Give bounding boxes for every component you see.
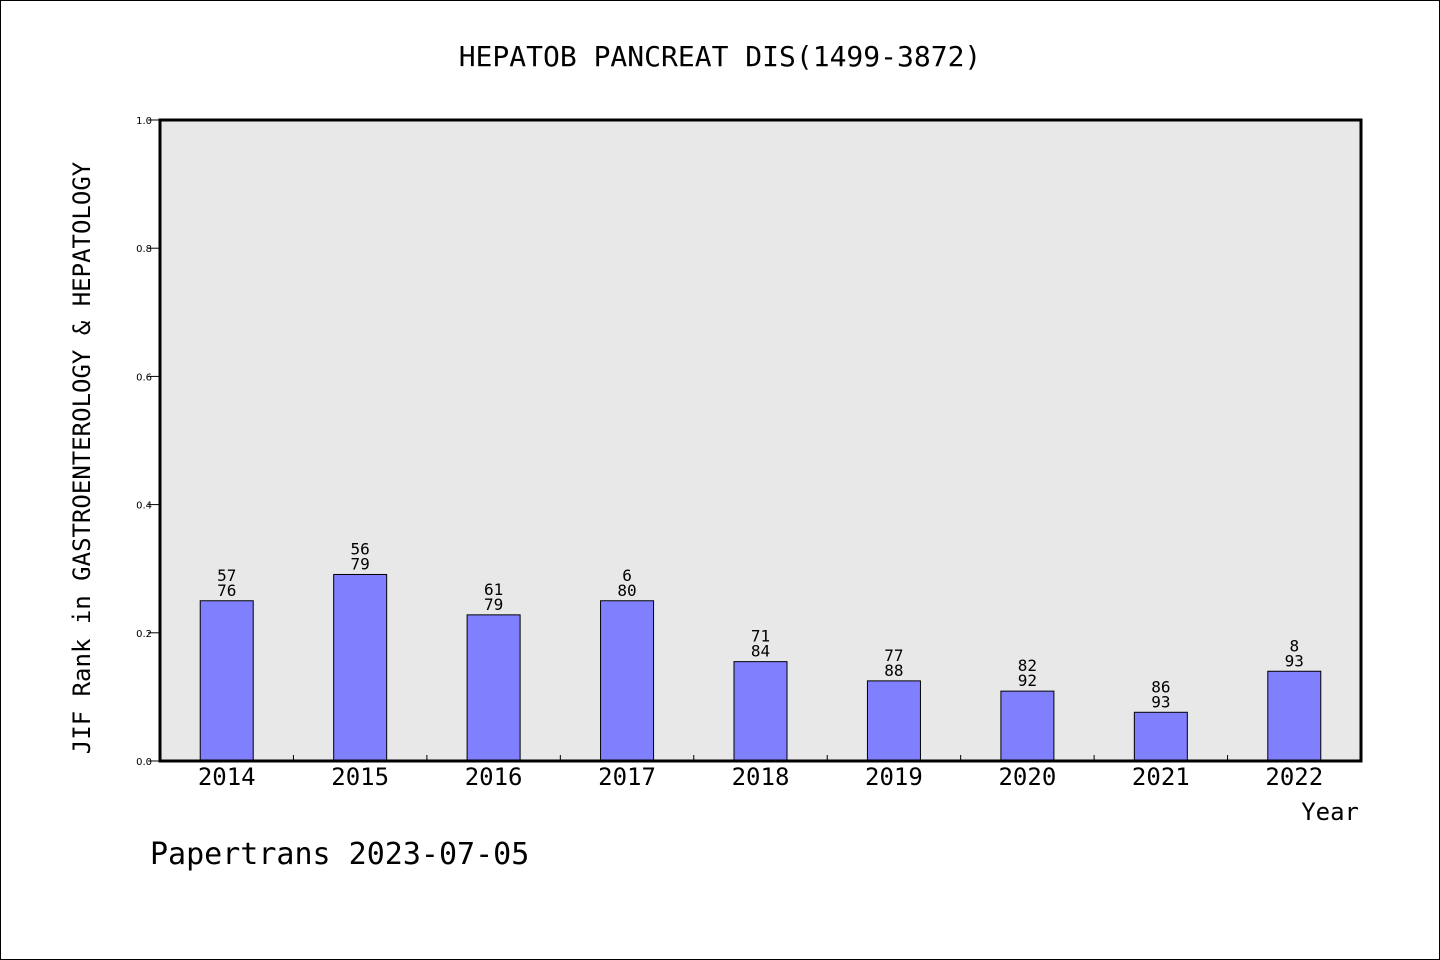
bar-rank-label: 86 [1151,677,1170,696]
x-tick-label: 2016 [465,763,523,791]
bar-total-label: 93 [1151,692,1170,711]
bar-2014 [199,600,254,762]
x-axis: 2014 2015 2016 2017 2018 2019 2020 2021 2022 [198,755,1323,791]
x-tick-label: 2020 [998,763,1056,791]
y-tick-label: 0.4 [136,501,152,512]
y-axis: 0.0 0.2 0.4 0.6 0.8 1.0 [136,116,160,768]
chart-title: HEPATOB PANCREAT DIS(1499-3872) [459,40,982,73]
bar-total-label: 92 [1018,671,1037,690]
y-tick-label: 0.0 [136,757,152,768]
x-tick-label: 2015 [331,763,389,791]
bar-total-label: 80 [617,581,636,600]
bar-rank-label: 56 [351,539,370,558]
y-tick-label: 1.0 [136,116,152,127]
y-tick-label: 0.6 [136,372,152,383]
bar-total-label: 79 [351,554,370,573]
bar-2020 [1000,690,1055,762]
bar-total-label: 84 [751,642,770,661]
x-tick-label: 2021 [1132,763,1190,791]
bar-total-label: 76 [217,581,236,600]
bar-2021 [1133,711,1188,762]
bar-rank-label: 61 [484,580,503,599]
bars-layer [199,573,1322,762]
bar-rank-label: 6 [622,566,632,585]
y-axis-label: JIF Rank in GASTROENTEROLOGY & HEPATOLOG… [68,161,96,754]
bar-2018 [733,661,788,762]
x-axis-label: Year [1301,798,1359,826]
bar-2019 [866,680,921,762]
bar-rank-label: 82 [1018,656,1037,675]
credit-text: Papertrans 2023-07-05 [150,837,529,872]
plot-border [158,118,1363,763]
bar-rank-label: 57 [217,566,236,585]
bar-2015 [333,573,388,762]
bar-rank-label: 77 [884,646,903,665]
x-tick-label: 2019 [865,763,923,791]
bar-2017 [600,600,655,762]
bar-2022 [1267,670,1322,762]
x-tick-label: 2017 [598,763,656,791]
x-tick-label: 2022 [1265,763,1323,791]
y-tick-label: 0.2 [136,629,152,640]
bar-total-label: 93 [1285,651,1304,670]
bar-rank-label: 8 [1289,636,1299,655]
bar-2016 [466,614,521,762]
x-tick-label: 2018 [732,763,790,791]
bar-total-label: 88 [884,661,903,680]
x-tick-label: 2014 [198,763,256,791]
bar-rank-label: 71 [751,627,770,646]
bar-total-label: 79 [484,595,503,614]
y-tick-label: 0.8 [136,244,152,255]
